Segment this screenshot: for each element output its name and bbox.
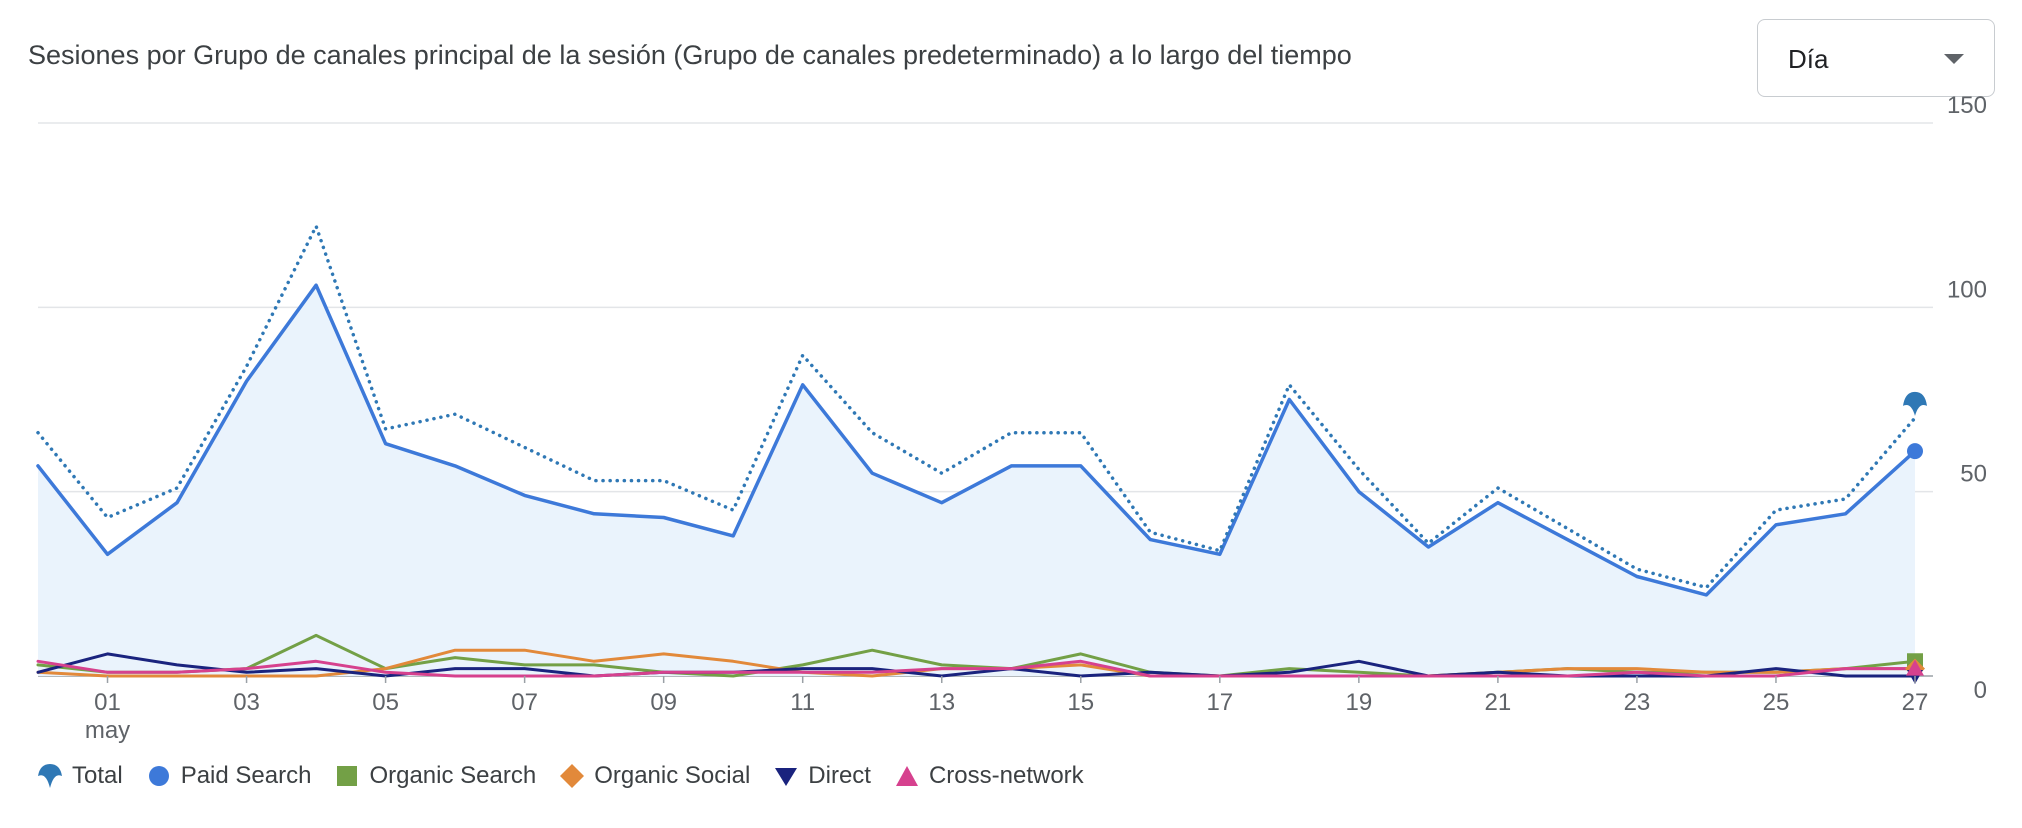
granularity-dropdown[interactable]: Día — [1757, 19, 1995, 97]
y-tick-label: 150 — [1947, 92, 1987, 119]
x-tick-label: 07 — [511, 689, 538, 716]
chart-area-layer — [38, 285, 1915, 676]
end-marker-total — [1903, 391, 1927, 416]
triangle-up-icon — [895, 766, 918, 786]
square-icon — [337, 766, 358, 786]
pin-icon — [38, 764, 62, 788]
x-tick-label: 19 — [1346, 689, 1373, 716]
x-tick-label: 25 — [1763, 689, 1790, 716]
legend-item-organic-search[interactable]: Organic Search — [333, 762, 536, 790]
legend-item-cross-network[interactable]: Cross-network — [893, 762, 1084, 790]
legend-label: Direct — [808, 762, 871, 789]
y-tick-label: 50 — [1960, 461, 1987, 488]
diamond-icon — [560, 764, 585, 788]
x-tick-label: 27 — [1902, 689, 1929, 716]
chart-title: Sesiones por Grupo de canales principal … — [28, 40, 1352, 70]
x-tick-label: 09 — [650, 689, 677, 716]
chart-legend: Total Paid Search Organic Search Organic So… — [36, 762, 1106, 790]
chevron-down-icon — [1944, 54, 1964, 64]
chart-series-layer — [36, 224, 1917, 678]
x-tick-label: 01 — [94, 689, 121, 716]
x-tick-label: 11 — [790, 689, 815, 716]
series-line-total — [36, 224, 1917, 590]
x-month-label: may — [85, 717, 130, 744]
legend-item-paid-search[interactable]: Paid Search — [145, 762, 312, 790]
x-tick-label: 15 — [1067, 689, 1094, 716]
end-marker-paid-search — [1907, 443, 1923, 460]
series-line-direct — [36, 652, 1917, 678]
legend-label: Organic Search — [369, 762, 537, 789]
x-tick-label: 03 — [233, 689, 260, 716]
x-tick-label: 05 — [372, 689, 399, 716]
line-chart: 01 03 05 07 09 11 13 15 17 19 21 23 25 27 may 0 50 100 15… — [36, 92, 1987, 744]
y-tick-label: 0 — [1974, 677, 1987, 704]
granularity-selected-value: Día — [1788, 44, 1829, 74]
x-tick-label: 21 — [1485, 689, 1512, 716]
legend-label: Paid Search — [180, 762, 312, 789]
circle-icon — [148, 766, 169, 786]
series-line-cross-network — [36, 659, 1917, 678]
series-area-paid-search — [38, 285, 1915, 676]
legend-item-total[interactable]: Total — [36, 762, 123, 790]
series-line-organic-search — [36, 633, 1917, 678]
legend-label: Total — [72, 762, 123, 789]
x-axis-ticks: 01 03 05 07 09 11 13 15 17 19 21 23 25 27 may — [85, 676, 1929, 744]
triangle-down-icon — [775, 768, 798, 786]
legend-item-direct[interactable]: Direct — [772, 762, 871, 790]
x-tick-label: 23 — [1624, 689, 1651, 716]
y-axis-ticks: 0 50 100 150 — [1947, 92, 1987, 704]
legend-label: Cross-network — [928, 762, 1084, 789]
legend-label: Organic Social — [594, 762, 751, 789]
legend-item-organic-social[interactable]: Organic Social — [558, 762, 750, 790]
end-marker-cross-network — [1906, 659, 1924, 676]
y-tick-label: 100 — [1947, 276, 1987, 303]
x-tick-label: 13 — [928, 689, 955, 716]
x-tick-label: 17 — [1206, 689, 1233, 716]
series-line-paid-search — [36, 283, 1917, 597]
